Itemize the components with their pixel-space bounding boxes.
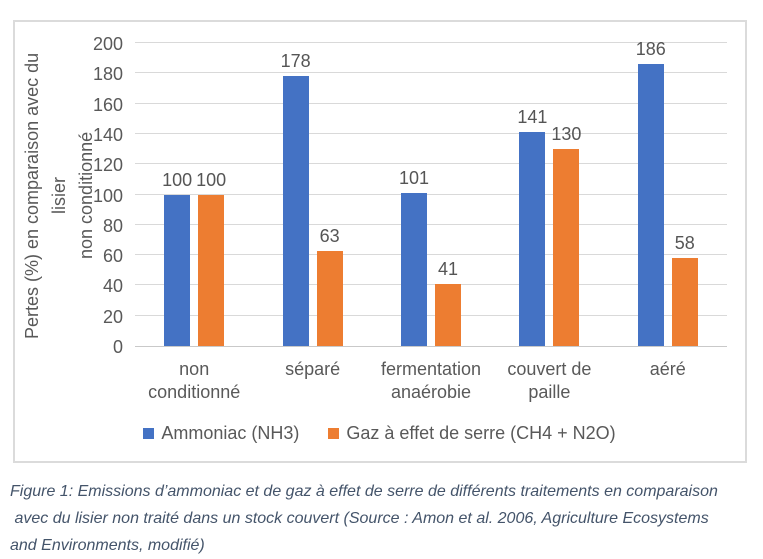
legend-label: Gaz à effet de serre (CH4 + N2O) xyxy=(346,423,616,443)
y-tick-label: 180 xyxy=(92,64,123,85)
gridline xyxy=(135,193,727,195)
bar xyxy=(198,194,225,346)
bar xyxy=(671,258,698,346)
data-label: 100 xyxy=(196,169,227,190)
y-tick-label: 20 xyxy=(102,306,123,327)
bar xyxy=(401,193,427,346)
legend-label: Ammoniac (NH3) xyxy=(161,423,300,443)
bar xyxy=(435,283,461,346)
x-axis-category: couvert de paille xyxy=(507,359,592,402)
y-tick-label: 100 xyxy=(92,185,123,206)
x-axis-category: aéré xyxy=(649,359,686,379)
data-label: 186 xyxy=(635,39,666,60)
bar xyxy=(316,250,343,346)
plot-area: 100 100 178 63 101 41 141 130 186 58 xyxy=(135,39,727,347)
y-tick-label: 80 xyxy=(102,215,123,236)
y-tick-label: 0 xyxy=(112,337,123,357)
x-axis-category: fermentation anaérobie xyxy=(380,359,482,402)
bar xyxy=(282,76,309,346)
gridline xyxy=(135,72,727,74)
gridline xyxy=(135,163,727,165)
bar xyxy=(553,149,580,346)
x-axis-category: non conditionné xyxy=(148,359,241,402)
data-label: 100 xyxy=(162,169,193,190)
bar xyxy=(519,132,546,346)
gridline xyxy=(135,42,727,43)
data-label: 130 xyxy=(551,124,582,145)
gridline xyxy=(135,132,727,134)
data-label: 141 xyxy=(517,107,548,128)
legend-swatch-icon xyxy=(143,428,155,439)
data-label: 178 xyxy=(280,51,311,72)
data-label: 58 xyxy=(674,233,695,254)
y-tick-label: 120 xyxy=(92,155,123,176)
bar xyxy=(637,64,664,346)
data-label: 63 xyxy=(319,225,340,246)
data-label: 41 xyxy=(437,258,459,279)
x-axis-labels: non conditionné séparé fermentation anaéro… xyxy=(135,358,727,410)
data-label: 101 xyxy=(398,168,430,188)
y-tick-label: 140 xyxy=(92,124,123,145)
gridline xyxy=(135,254,727,256)
bar-chart: Pertes (%) en comparaison avec du lisier… xyxy=(13,20,747,463)
x-axis-category: séparé xyxy=(285,359,341,379)
gridline xyxy=(135,102,727,104)
gridline xyxy=(135,223,727,225)
y-tick-label: 60 xyxy=(102,246,123,267)
gridline xyxy=(135,284,727,286)
y-tick-label: 160 xyxy=(92,94,123,115)
legend-item: Gaz à effet de serre (CH4 + N2O) xyxy=(328,423,616,443)
y-tick-label: 40 xyxy=(102,276,123,297)
legend: Ammoniac (NH3) Gaz à effet de serre (CH4 … xyxy=(15,423,744,443)
figure-caption: Figure 1: Emissions d’ammoniac et de gaz… xyxy=(10,483,718,554)
bar xyxy=(164,194,191,346)
y-axis-tick-labels: 0 20 40 60 80 100 120 140 160 180 200 xyxy=(65,34,123,357)
gridline xyxy=(135,314,727,316)
legend-swatch-icon xyxy=(328,428,340,439)
y-tick-label: 200 xyxy=(92,34,123,54)
legend-item: Ammoniac (NH3) xyxy=(143,423,299,443)
